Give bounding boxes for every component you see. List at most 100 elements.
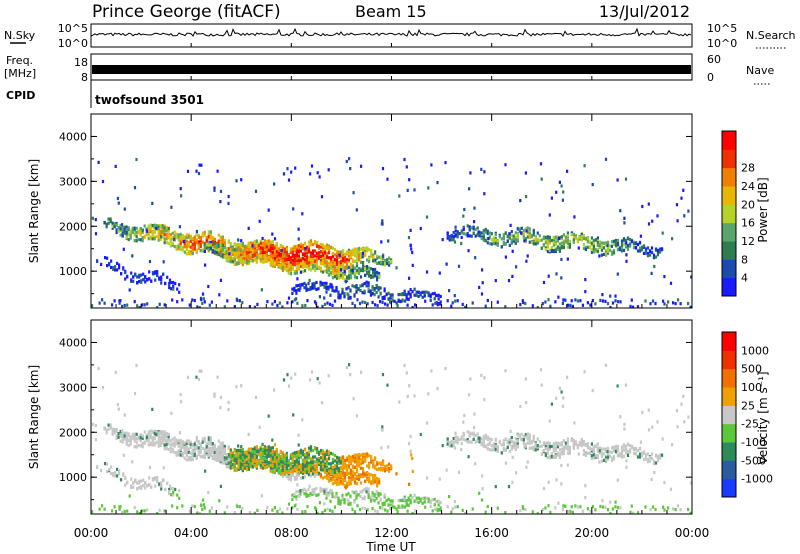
power-cell	[122, 247, 125, 251]
power-cell	[492, 242, 495, 246]
velocity-cell	[305, 467, 309, 471]
power-cell	[574, 298, 577, 302]
power-cell	[514, 238, 517, 242]
velocity-cell	[245, 457, 248, 461]
power-cell	[172, 287, 175, 291]
power-cell	[133, 228, 136, 232]
velocity-cell	[113, 431, 116, 435]
velocity-cell	[111, 430, 114, 435]
power-cell	[323, 264, 327, 268]
power-cell	[339, 250, 343, 254]
power-cell	[207, 232, 210, 236]
power-cell	[165, 226, 168, 230]
power-cell	[461, 302, 464, 306]
power-cell	[480, 237, 483, 241]
velocity-cell	[528, 446, 531, 450]
power-cell	[123, 303, 126, 308]
power-cell	[156, 270, 159, 274]
nsky-tick-bottom: 10^0	[58, 37, 88, 50]
power-cell	[333, 248, 337, 252]
power-cell	[263, 239, 266, 243]
velocity-cell	[299, 468, 302, 472]
power-cell	[279, 254, 282, 258]
velocity-cell	[197, 452, 200, 456]
power-cell	[201, 231, 204, 235]
velocity-cell	[386, 468, 389, 472]
velocity-cell	[131, 435, 134, 439]
power-cell	[654, 301, 657, 306]
power-cell	[209, 230, 212, 234]
power-cell	[349, 167, 352, 171]
velocity-cell	[275, 468, 278, 472]
power-cell	[488, 231, 491, 235]
velocity-cell	[534, 442, 537, 446]
power-cell	[219, 278, 222, 282]
power-cell	[170, 280, 173, 285]
velocity-cell	[165, 443, 168, 447]
power-cell	[680, 196, 683, 200]
velocity-cell	[295, 450, 298, 454]
power-cell	[108, 262, 111, 266]
power-cell	[140, 273, 143, 277]
velocity-cell	[384, 464, 387, 469]
velocity-cell	[339, 461, 343, 465]
power-cell	[147, 233, 150, 237]
power-cell	[608, 248, 612, 252]
power-cell	[511, 249, 514, 253]
power-cell	[121, 223, 124, 227]
power-cell	[209, 240, 212, 244]
power-cell	[241, 252, 244, 256]
power-cell	[356, 298, 359, 302]
power-cell	[237, 245, 240, 250]
power-cell	[486, 231, 489, 236]
power-cell	[269, 248, 272, 252]
velocity-cell	[468, 440, 471, 444]
power-cell	[562, 190, 565, 194]
power-cell	[628, 244, 632, 248]
velocity-cell	[323, 451, 327, 455]
velocity-cell	[133, 445, 136, 449]
power-cell	[409, 292, 412, 296]
power-cell	[219, 200, 222, 204]
velocity-cell	[357, 456, 361, 460]
velocity-cell	[349, 468, 353, 472]
velocity-cell	[271, 460, 274, 464]
power-cell	[337, 255, 341, 259]
power-cell	[606, 244, 609, 248]
power-cell	[362, 260, 365, 265]
velocity-cell	[151, 443, 154, 447]
velocity-cell	[382, 460, 385, 464]
velocity-cell	[129, 440, 132, 444]
velocity-cell	[157, 438, 160, 442]
velocity-cell	[368, 466, 371, 470]
power-cell	[199, 242, 202, 246]
velocity-cell	[568, 449, 571, 453]
power-cell	[457, 264, 461, 268]
power-cell	[118, 266, 121, 270]
velocity-cell	[219, 460, 222, 464]
power-cell	[362, 249, 365, 253]
power-cell	[115, 228, 118, 232]
velocity-cell	[157, 436, 160, 440]
power-cell	[382, 257, 385, 261]
velocity-cell	[281, 472, 284, 476]
power-cell	[368, 270, 371, 274]
power-cell	[96, 259, 99, 263]
power-cell	[141, 239, 144, 243]
velocity-cell	[143, 440, 146, 444]
velocity-cell	[446, 437, 449, 441]
power-cell	[189, 234, 192, 238]
power-cell	[536, 238, 539, 242]
power-cell	[518, 229, 521, 233]
power-cell	[229, 248, 232, 252]
power-cell	[273, 253, 276, 257]
velocity-cell	[115, 429, 118, 433]
velocity-cell	[534, 448, 537, 452]
nsky-tick-top: 10^5	[58, 22, 88, 35]
velocity-cell	[271, 464, 274, 468]
velocity-cell	[496, 445, 499, 449]
velocity-cell	[235, 449, 238, 453]
power-cell	[325, 290, 328, 294]
velocity-cell	[562, 448, 565, 453]
